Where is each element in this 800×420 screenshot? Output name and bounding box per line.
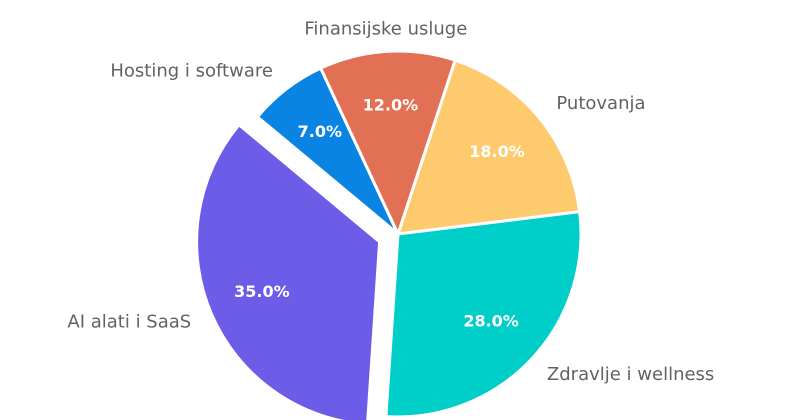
value-label: 18.0% <box>469 142 525 161</box>
slice-label: Finansijske usluge <box>304 18 467 39</box>
value-label: 28.0% <box>463 312 519 331</box>
value-label: 35.0% <box>234 282 290 301</box>
slice-label: AI alati i SaaS <box>67 312 191 333</box>
slice-label: Putovanja <box>556 93 645 114</box>
pie-slice <box>395 58 582 236</box>
slice-label: Hosting i software <box>110 61 273 82</box>
pie-slice <box>195 122 382 420</box>
pie-slice <box>384 210 583 419</box>
value-label: 7.0% <box>298 122 342 141</box>
slice-label: Zdravlje i wellness <box>547 364 714 385</box>
value-label: 12.0% <box>363 96 419 115</box>
pie-slice <box>318 49 458 239</box>
